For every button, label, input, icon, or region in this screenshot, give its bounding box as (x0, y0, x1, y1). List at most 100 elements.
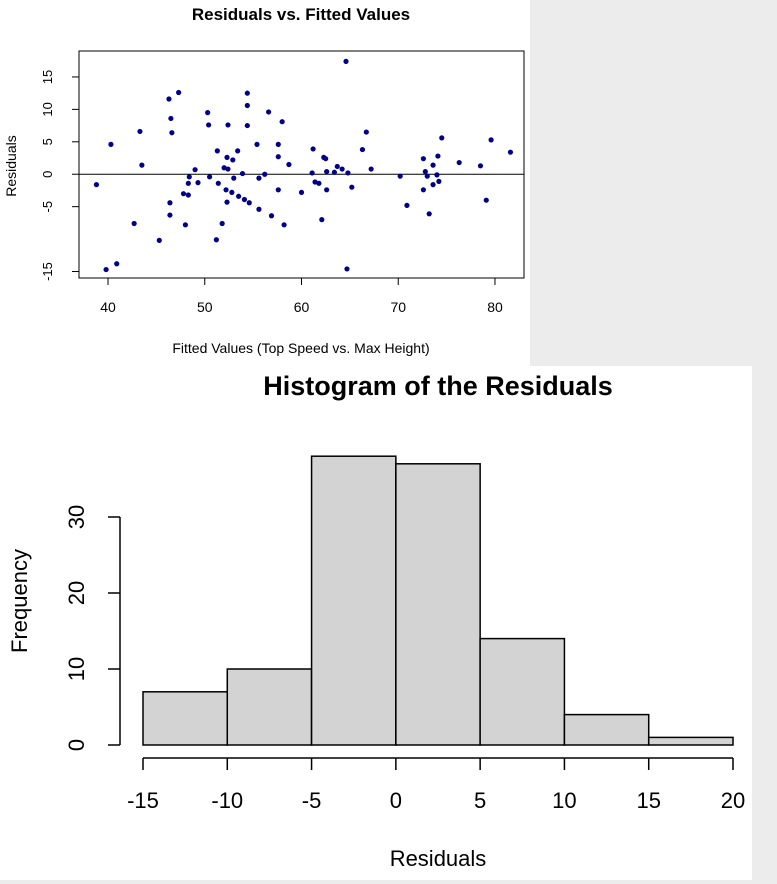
scatter-x-tick-label: 50 (197, 299, 213, 315)
histogram-x-tick-label: 0 (390, 788, 402, 813)
scatter-point (334, 163, 340, 170)
scatter-point (426, 211, 432, 217)
scatter-point (241, 196, 248, 203)
scatter-point (435, 153, 441, 159)
scatter-point (167, 212, 173, 218)
histogram-title: Histogram of the Residuals (263, 371, 613, 401)
scatter-point (268, 213, 275, 219)
scatter-point (262, 171, 268, 177)
histogram-bar (226, 668, 313, 746)
histogram-y-tick-label: 0 (64, 739, 89, 751)
histogram-bar (647, 736, 734, 746)
scatter-point (420, 187, 426, 193)
scatter-point (206, 174, 213, 180)
scatter-point (205, 110, 211, 116)
scatter-x-tick-label: 70 (390, 299, 406, 315)
histogram-bar (310, 455, 397, 746)
scatter-point (176, 89, 182, 96)
scatter-point (185, 192, 191, 198)
scatter-point (436, 178, 442, 184)
scatter-point (231, 175, 237, 181)
scatter-point (359, 146, 366, 153)
scatter-point (404, 202, 410, 208)
histogram-marks: -15 -10 -5 0 5 10 15 20 0 10 20 30 (64, 455, 745, 813)
scatter-point (225, 122, 231, 128)
scatter-point (345, 170, 351, 176)
scatter-point (244, 90, 250, 96)
scatter-x-tick-label: 60 (294, 299, 310, 315)
scatter-point (139, 162, 145, 168)
scatter-point (195, 180, 201, 186)
scatter-point (254, 141, 260, 147)
scatter-point (397, 173, 403, 179)
histogram-y-label: Frequency (7, 549, 32, 653)
scatter-point (219, 220, 225, 227)
scatter-point (180, 191, 187, 197)
scatter-point (246, 200, 252, 206)
scatter-point (456, 159, 462, 166)
scatter-point (275, 141, 281, 147)
residuals-histogram-chart: Histogram of the Residuals Residuals Fre… (7, 371, 745, 871)
histogram-x-tick-label: 5 (474, 788, 486, 813)
scatter-point (275, 187, 281, 193)
scatter-y-label: Residuals (3, 135, 19, 196)
scatter-point (182, 222, 189, 228)
scatter-point (224, 199, 230, 205)
histogram-bar (479, 637, 566, 746)
scatter-marks: 40 50 60 70 80 -15 -5 0 5 10 15 (40, 58, 524, 315)
scatter-point (131, 220, 137, 227)
histogram-y-tick-label: 10 (64, 657, 89, 681)
scatter-y-tick-label: -15 (40, 262, 55, 281)
scatter-point (477, 163, 484, 169)
scatter-point (108, 141, 114, 147)
scatter-point (166, 96, 172, 102)
histogram-x-tick-label: -15 (127, 788, 159, 813)
scatter-point (114, 261, 120, 267)
scatter-point (310, 146, 316, 152)
scatter-point (430, 182, 436, 188)
scatter-point (286, 161, 292, 168)
histogram-y-tick-label: 20 (64, 581, 89, 605)
scatter-point (137, 128, 143, 135)
scatter-point (213, 237, 219, 243)
scatter-point (434, 172, 440, 178)
scatter-y-tick-label: -5 (40, 201, 55, 213)
scatter-point (186, 174, 192, 180)
scatter-point (239, 170, 246, 177)
scatter-point (192, 167, 198, 173)
scatter-x-tick-label: 40 (100, 299, 116, 315)
scatter-point (206, 122, 212, 128)
scatter-point (230, 157, 236, 163)
scatter-point (169, 130, 175, 136)
histogram-bar (395, 463, 481, 746)
scatter-y-tick-label: 5 (40, 138, 55, 145)
scatter-point (331, 169, 337, 175)
scatter-point (324, 169, 330, 175)
scatter-point (279, 119, 285, 125)
scatter-point (324, 187, 330, 193)
scatter-point (339, 166, 345, 172)
scatter-point (156, 237, 162, 243)
scatter-point (298, 189, 305, 195)
scatter-point (93, 182, 100, 188)
scatter-point (507, 149, 514, 155)
scatter-point (343, 58, 349, 64)
scatter-point (344, 266, 350, 272)
scatter-point (167, 200, 173, 206)
histogram-panel: Histogram of the Residuals Residuals Fre… (0, 366, 752, 880)
scatter-point (225, 166, 231, 172)
scatter-point (420, 156, 426, 162)
scatter-point (483, 197, 489, 203)
histogram-bar (142, 691, 229, 746)
scatter-point (422, 169, 428, 175)
scatter-point (214, 148, 220, 154)
scatter-y-tick-label: 15 (40, 70, 55, 84)
scatter-point (256, 175, 262, 181)
scatter-point (323, 156, 329, 162)
scatter-plot-box (78, 50, 525, 279)
scatter-point (244, 102, 250, 109)
histogram-bar (563, 713, 650, 746)
scatter-point (266, 109, 272, 115)
scatter-point (349, 184, 355, 190)
scatter-title: Residuals vs. Fitted Values (192, 5, 410, 24)
